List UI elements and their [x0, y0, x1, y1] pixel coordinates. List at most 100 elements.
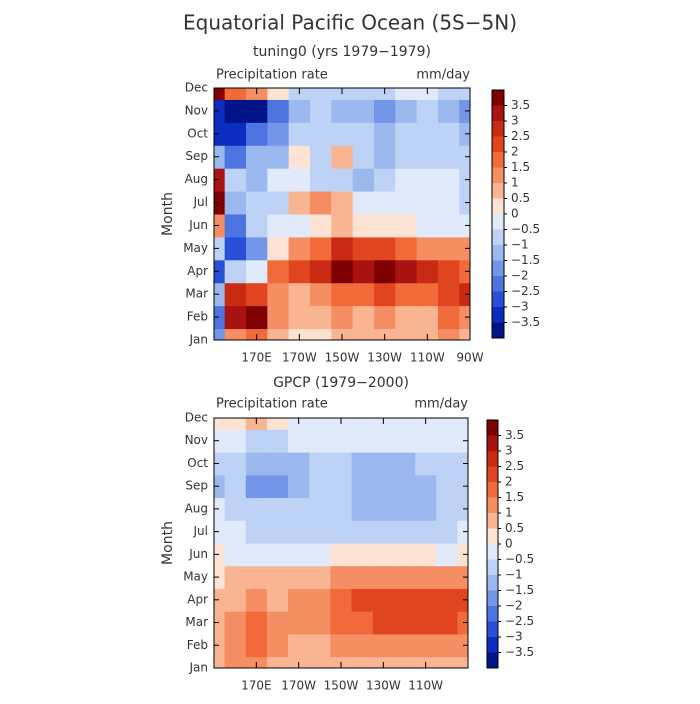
heatmap-cell	[457, 452, 469, 476]
heatmap-cell	[288, 168, 311, 192]
heatmap-cell	[459, 191, 471, 215]
colorbar-label: 2	[511, 145, 519, 159]
heatmap-cell	[246, 305, 268, 330]
heatmap-cell	[214, 236, 226, 261]
colorbar-swatch	[492, 105, 504, 122]
y-axis-label: Month	[160, 521, 176, 565]
heatmap-cell	[436, 588, 458, 612]
heatmap-cell	[309, 429, 331, 453]
x-tick-label: 130W	[366, 679, 401, 693]
heatmap-cell	[331, 99, 354, 123]
colorbar-swatch	[487, 590, 498, 607]
heatmap-cell	[309, 497, 331, 521]
x-tick-label: 110W	[408, 679, 443, 693]
heatmap-cell	[266, 633, 289, 658]
heatmap-cell	[457, 418, 469, 430]
heatmap-cell	[288, 214, 311, 238]
heatmap-cell	[288, 236, 311, 261]
y-tick-label: Oct	[187, 126, 208, 140]
heatmap-cell	[374, 282, 396, 307]
colorbar-swatch	[492, 121, 504, 137]
heatmap-cell	[245, 588, 268, 612]
heatmap-cell	[459, 145, 471, 169]
heatmap-cell	[438, 328, 460, 341]
y-tick-label: Nov	[185, 103, 208, 117]
heatmap-cell	[214, 611, 226, 635]
heatmap-cell	[267, 145, 290, 169]
heatmap-cell	[224, 520, 247, 544]
y-tick-label: Aug	[185, 501, 208, 515]
heatmap-cell	[393, 418, 416, 430]
x-tick-label: 110W	[410, 351, 445, 365]
heatmap-cell	[331, 236, 354, 261]
heatmap-cell	[374, 305, 396, 330]
y-tick-label: Sep	[185, 149, 208, 163]
heatmap-cell	[331, 191, 354, 215]
x-tick-label: 90W	[456, 351, 483, 365]
heatmap-cell	[246, 145, 268, 169]
heatmap-cell	[351, 520, 374, 544]
heatmap-cell	[436, 418, 458, 430]
heatmap-cell	[352, 259, 375, 284]
heatmap-cell	[214, 214, 226, 238]
heatmap-cell	[436, 497, 458, 521]
heatmap-cell	[245, 633, 268, 658]
colorbar-label: 3.5	[511, 98, 530, 112]
heatmap-cell	[310, 259, 332, 284]
heatmap-cell	[330, 497, 353, 521]
colorbar-label: 3.5	[505, 428, 524, 442]
heatmap-cell	[245, 611, 268, 635]
heatmap-cell	[438, 259, 460, 284]
heatmap-cell	[372, 611, 395, 635]
heatmap-cell	[415, 611, 437, 635]
heatmap-cell	[267, 191, 290, 215]
colorbar-label: 0.5	[511, 191, 530, 205]
heatmap-cell	[246, 214, 268, 238]
heatmap-cell	[372, 429, 395, 453]
heatmap-cell	[310, 99, 332, 123]
heatmap-cell	[415, 474, 437, 499]
heatmap-cell	[267, 214, 290, 238]
heatmap-cell	[224, 452, 247, 476]
heatmap-cell	[309, 565, 331, 589]
heatmap-cell	[457, 520, 469, 544]
colorbar-swatch	[492, 167, 504, 184]
heatmap-cell	[352, 145, 375, 169]
heatmap-cell	[266, 497, 289, 521]
heatmap-cell	[214, 588, 226, 612]
heatmap-cell	[438, 168, 460, 192]
heatmap-cell	[372, 497, 395, 521]
heatmap-cell	[309, 452, 331, 476]
heatmap-cell	[438, 282, 460, 307]
heatmap-cell	[224, 328, 247, 341]
heatmap-cell	[310, 282, 332, 307]
heatmap-cell	[214, 452, 226, 476]
heatmap-cell	[309, 520, 331, 544]
heatmap-cell	[351, 497, 374, 521]
heatmap-cell	[393, 452, 416, 476]
heatmap-cell	[459, 282, 471, 307]
heatmap-cell	[214, 565, 226, 589]
heatmap-cell	[330, 565, 353, 589]
heatmap-cell	[309, 474, 331, 499]
heatmap-cell	[331, 145, 354, 169]
heatmap-cell	[457, 474, 469, 499]
heatmap-cell	[331, 214, 354, 238]
y-axis-label: Month	[160, 192, 176, 236]
heatmap-cell	[352, 191, 375, 215]
heatmap-cell	[352, 236, 375, 261]
heatmap-cell	[457, 588, 469, 612]
colorbar-label: −2	[505, 599, 523, 613]
heatmap-cell	[438, 145, 460, 169]
heatmap-cell	[224, 565, 247, 589]
heatmap-cell	[288, 429, 310, 453]
heatmap-cell	[438, 122, 460, 146]
heatmap-cell	[288, 474, 310, 499]
heatmap-cell	[457, 611, 469, 635]
heatmap-cell	[330, 429, 353, 453]
heatmap-cell	[393, 497, 416, 521]
heatmap-cell	[214, 259, 226, 284]
heatmap-cell	[288, 282, 311, 307]
colorbar-swatch	[487, 652, 498, 669]
colorbar-label: 2.5	[511, 129, 530, 143]
